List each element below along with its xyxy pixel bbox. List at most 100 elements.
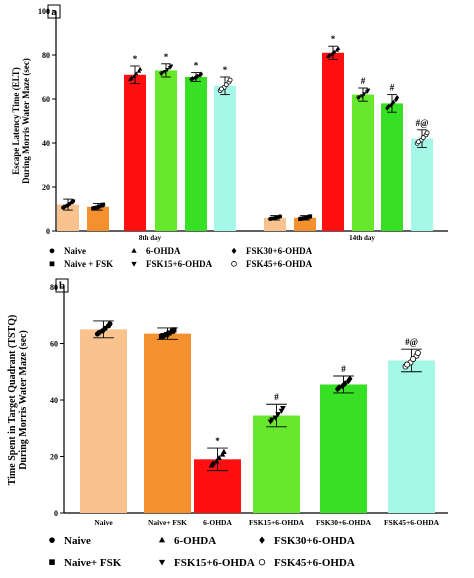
significance-label: *	[331, 34, 336, 44]
panel-a: a Escape Latency Time (ELT) During Morri…	[11, 4, 448, 269]
data-point	[275, 412, 281, 418]
data-point	[132, 73, 137, 78]
bar	[388, 360, 435, 513]
panel-a-ylabel-2: During Morris Water Maze (sec)	[21, 58, 31, 184]
legend-label: 6-OHDA	[146, 246, 181, 256]
panel-a-group-labels: 8th day 14th day	[139, 234, 376, 242]
data-point	[304, 215, 309, 220]
legend-label: Naive+ FSK	[64, 557, 122, 569]
data-point	[327, 52, 332, 57]
data-point	[134, 71, 139, 76]
legend-label: FSK15+6-OHDA	[146, 259, 213, 269]
y-tick-label: 80	[50, 283, 58, 292]
data-point	[269, 216, 274, 221]
panel-b-ylabel-1: Time Spent in Target Quadrant (TSTQ)	[7, 315, 18, 486]
panel-a-bars: * * * # * # * #@	[57, 34, 433, 232]
bar	[264, 217, 286, 231]
data-point	[308, 214, 313, 219]
data-point	[219, 86, 224, 92]
data-point	[357, 95, 362, 100]
significance-label: *	[164, 52, 169, 62]
legend-label: FSK30+6-OHDA	[274, 535, 355, 547]
data-point	[223, 82, 229, 88]
x-tick-label: Naive	[94, 518, 113, 527]
panel-a-ylabel-1: Escape Latency Time (ELT)	[11, 67, 21, 175]
legend-marker	[231, 261, 237, 267]
legend-label: 6-OHDA	[174, 535, 216, 547]
data-point	[216, 454, 222, 461]
legend-marker	[131, 247, 137, 253]
data-point	[362, 92, 367, 97]
significance-label: #	[361, 76, 366, 86]
legend-marker	[49, 537, 55, 543]
y-tick-label: 0	[46, 227, 50, 236]
legend-marker	[258, 558, 266, 566]
y-tick-label: 40	[42, 139, 50, 148]
legend-label: Naive + FSK	[64, 259, 113, 269]
data-point	[67, 201, 72, 206]
bar	[352, 94, 374, 231]
data-point	[424, 130, 430, 136]
bar	[57, 204, 79, 231]
bar	[144, 333, 191, 513]
data-point	[195, 73, 200, 80]
bar	[185, 77, 207, 231]
data-point	[213, 458, 220, 464]
legend-label: Naive	[64, 246, 86, 256]
data-point	[272, 415, 279, 421]
legend-marker	[231, 247, 237, 254]
data-point	[278, 214, 283, 219]
data-point	[336, 384, 342, 391]
data-point	[97, 204, 102, 209]
legend-label: FSK45+6-OHDA	[274, 557, 355, 569]
data-point	[404, 361, 411, 368]
y-tick-label: 60	[42, 95, 50, 104]
data-point	[420, 135, 426, 140]
panel-b-ylabel-2: During Morris Water Maze (sec)	[18, 330, 29, 470]
data-point	[136, 68, 142, 73]
data-point	[391, 99, 396, 105]
data-point	[210, 460, 216, 466]
significance-label: *	[215, 436, 220, 446]
legend-marker	[259, 536, 265, 544]
significance-label: #	[274, 392, 279, 402]
significance-label: *	[133, 54, 138, 64]
data-point	[137, 66, 143, 71]
y-tick-label: 20	[50, 453, 58, 462]
bar	[294, 217, 316, 231]
data-point	[129, 75, 134, 80]
panel-b-letter: b	[59, 280, 65, 292]
x-tick-label: FSK15+6-OHDA	[249, 518, 305, 527]
data-point	[199, 71, 204, 77]
bar	[80, 329, 127, 513]
legend-label: Naive	[64, 535, 91, 547]
panel-a-letter: a	[51, 6, 57, 18]
significance-label: #	[341, 364, 346, 374]
legend-label: FSK15+6-OHDA	[174, 557, 255, 569]
group-label: 8th day	[139, 234, 162, 242]
data-point	[335, 46, 341, 51]
x-tick-label: 6-OHDA	[203, 518, 232, 527]
significance-label: *	[223, 65, 228, 75]
data-point	[347, 375, 353, 383]
significance-label: *	[194, 61, 199, 71]
x-tick-label: FSK30+6-OHDA	[316, 518, 372, 527]
legend-label: FSK30+6-OHDA	[246, 246, 313, 256]
significance-label: #@	[405, 337, 418, 347]
data-point	[107, 321, 113, 327]
data-point	[160, 333, 166, 339]
legend-marker	[131, 261, 137, 267]
data-point	[190, 75, 195, 82]
data-point	[280, 405, 286, 412]
bar	[87, 206, 109, 231]
bar	[411, 138, 433, 231]
data-point	[102, 325, 108, 331]
significance-label: #	[390, 83, 395, 93]
data-point	[168, 64, 174, 69]
panel-b-label: b	[55, 278, 69, 293]
data-point	[274, 215, 279, 220]
panel-b-bars: Naive Naive+ FSK * 6-OHDA # FSK15+6-OHDA # FSK3…	[80, 320, 440, 527]
data-point	[95, 205, 100, 210]
panel-b: b Time Spent in Target Quadrant (TSTQ) D…	[7, 278, 448, 569]
